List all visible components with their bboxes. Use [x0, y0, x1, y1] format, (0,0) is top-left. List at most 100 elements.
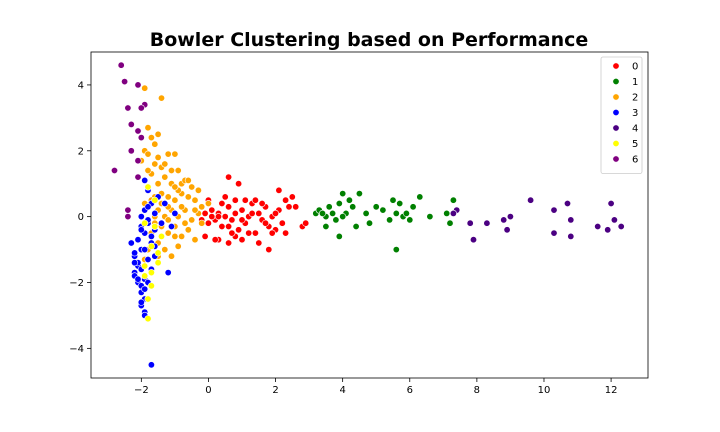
scatter-point-cluster-4	[617, 223, 625, 231]
scatter-point-cluster-0	[204, 219, 212, 227]
scatter-point-cluster-5	[154, 259, 162, 267]
scatter-point-cluster-2	[161, 160, 169, 168]
scatter-point-cluster-1	[446, 219, 454, 227]
scatter-point-cluster-2	[174, 167, 182, 175]
legend-marker	[612, 78, 620, 86]
scatter-point-cluster-5	[144, 295, 152, 303]
y-tick-label: −2	[69, 278, 84, 289]
scatter-point-cluster-2	[198, 203, 206, 211]
scatter-point-cluster-4	[469, 236, 477, 244]
legend-label: 1	[632, 77, 638, 88]
scatter-point-cluster-0	[288, 193, 296, 201]
scatter-point-cluster-1	[406, 216, 414, 224]
scatter-point-cluster-1	[426, 213, 434, 221]
scatter-point-cluster-0	[271, 209, 279, 217]
scatter-point-cluster-6	[117, 61, 125, 69]
legend-box	[600, 56, 643, 174]
scatter-point-cluster-1	[362, 209, 370, 217]
scatter-point-cluster-1	[345, 196, 353, 204]
scatter-point-cluster-2	[178, 203, 186, 211]
scatter-point-cluster-2	[184, 226, 192, 234]
scatter-point-cluster-6	[137, 104, 145, 112]
scatter-point-cluster-2	[188, 183, 196, 191]
scatter-point-cluster-0	[238, 216, 246, 224]
x-tick-label: 0	[205, 385, 211, 396]
scatter-point-cluster-2	[154, 153, 162, 161]
scatter-point-cluster-0	[201, 232, 209, 240]
scatter-point-cluster-0	[278, 219, 286, 227]
scatter-point-cluster-2	[191, 236, 199, 244]
scatter-point-cluster-1	[379, 206, 387, 214]
scatter-point-cluster-1	[335, 232, 343, 240]
scatter-point-cluster-5	[147, 282, 155, 290]
scatter-point-cluster-1	[409, 203, 417, 211]
legend-label: 0	[632, 62, 638, 73]
scatter-point-cluster-2	[204, 200, 212, 208]
scatter-point-cluster-3	[131, 259, 139, 267]
scatter-point-cluster-2	[171, 196, 179, 204]
scatter-point-cluster-1	[349, 203, 357, 211]
scatter-point-cluster-0	[238, 236, 246, 244]
scatter-point-cluster-2	[161, 173, 169, 181]
scatter-point-cluster-2	[144, 167, 152, 175]
scatter-point-cluster-3	[134, 275, 142, 283]
scatter-point-cluster-1	[396, 200, 404, 208]
scatter-point-cluster-2	[184, 176, 192, 184]
scatter-point-cluster-0	[225, 239, 233, 247]
scatter-point-cluster-3	[147, 232, 155, 240]
scatter-point-cluster-0	[248, 209, 256, 217]
scatter-point-cluster-0	[228, 216, 236, 224]
scatter-point-cluster-6	[134, 173, 142, 181]
scatter-point-cluster-6	[124, 206, 132, 214]
scatter-point-cluster-0	[251, 229, 259, 237]
scatter-point-cluster-3	[141, 285, 149, 293]
scatter-point-cluster-5	[144, 315, 152, 323]
scatter-point-cluster-0	[255, 239, 263, 247]
scatter-point-cluster-0	[228, 229, 236, 237]
scatter-point-cluster-0	[231, 196, 239, 204]
scatter-point-cluster-2	[164, 150, 172, 158]
scatter-point-cluster-0	[285, 203, 293, 211]
scatter-point-cluster-4	[550, 206, 558, 214]
scatter-point-cluster-5	[147, 242, 155, 250]
scatter-point-cluster-5	[144, 183, 152, 191]
scatter-point-cluster-3	[144, 255, 152, 263]
scatter-point-cluster-2	[144, 150, 152, 158]
scatter-point-cluster-0	[235, 180, 243, 188]
scatter-point-cluster-0	[211, 236, 219, 244]
scatter-point-cluster-1	[335, 200, 343, 208]
scatter-point-cluster-2	[191, 206, 199, 214]
scatter-point-cluster-1	[318, 209, 326, 217]
scatter-point-cluster-6	[134, 81, 142, 89]
scatter-point-cluster-4	[604, 226, 612, 234]
scatter-point-cluster-0	[221, 193, 229, 201]
scatter-point-cluster-6	[127, 147, 135, 155]
x-tick-label: 6	[407, 385, 413, 396]
scatter-point-cluster-6	[127, 120, 135, 128]
scatter-point-cluster-0	[225, 223, 233, 231]
x-tick-label: −2	[134, 385, 149, 396]
scatter-point-cluster-0	[255, 209, 263, 217]
x-tick-label: 2	[272, 385, 278, 396]
scatter-point-cluster-5	[158, 232, 166, 240]
scatter-point-cluster-2	[164, 216, 172, 224]
y-tick-label: 2	[78, 146, 84, 157]
chart-title: Bowler Clustering based on Performance	[150, 29, 589, 51]
legend-label: 3	[632, 108, 638, 119]
scatter-point-cluster-2	[147, 134, 155, 142]
scatter-point-cluster-3	[141, 246, 149, 254]
legend-marker	[612, 62, 620, 70]
legend-marker	[612, 93, 620, 101]
scatter-point-cluster-0	[265, 246, 273, 254]
scatter-point-cluster-2	[194, 186, 202, 194]
scatter-point-cluster-2	[171, 183, 179, 191]
scatter-point-cluster-0	[258, 200, 266, 208]
legend-marker	[612, 155, 620, 163]
y-tick-label: 4	[78, 80, 84, 91]
scatter-point-cluster-0	[282, 196, 290, 204]
scatter-point-cluster-0	[238, 206, 246, 214]
scatter-point-cluster-3	[127, 239, 135, 247]
scatter-point-cluster-3	[151, 209, 159, 217]
scatter-point-cluster-0	[201, 209, 209, 217]
